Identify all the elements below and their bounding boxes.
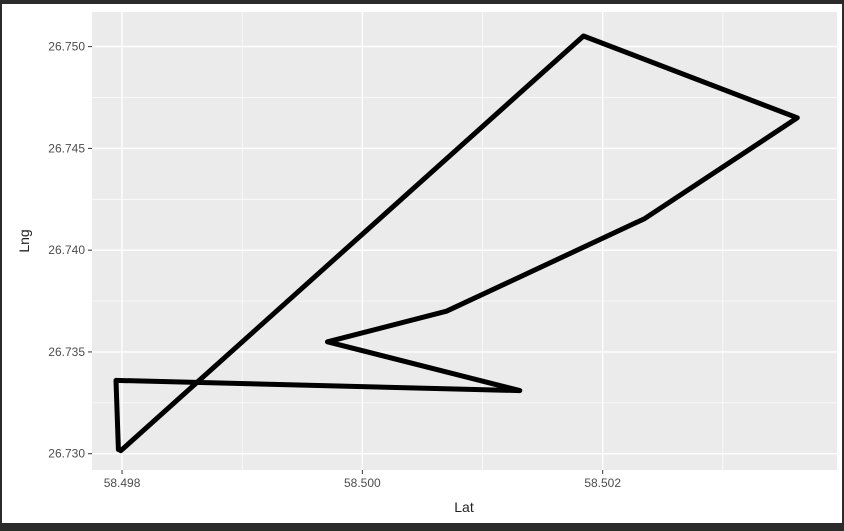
plot-panel xyxy=(92,12,837,470)
y-tick-label: 26.735 xyxy=(48,345,85,359)
x-tick-label: 58.502 xyxy=(584,476,621,490)
y-axis-ticks: 26.730 26.735 26.740 26.745 26.750 xyxy=(48,40,92,461)
series-path-line xyxy=(113,33,800,454)
series-group xyxy=(113,33,800,454)
y-tick-label: 26.750 xyxy=(48,40,85,54)
x-tick-label: 58.500 xyxy=(344,476,381,490)
y-tick-label: 26.730 xyxy=(48,447,85,461)
y-axis-title: Lng xyxy=(16,229,32,252)
major-gridlines xyxy=(92,12,837,470)
x-axis-title: Lat xyxy=(454,499,474,515)
x-axis-ticks: 58.498 58.500 58.502 xyxy=(104,470,621,490)
y-tick-label: 26.740 xyxy=(48,243,85,257)
plot-canvas: 26.730 26.735 26.740 26.745 26.750 58.498 58.… xyxy=(2,4,842,523)
x-tick-label: 58.498 xyxy=(104,476,141,490)
y-tick-label: 26.745 xyxy=(48,141,85,155)
